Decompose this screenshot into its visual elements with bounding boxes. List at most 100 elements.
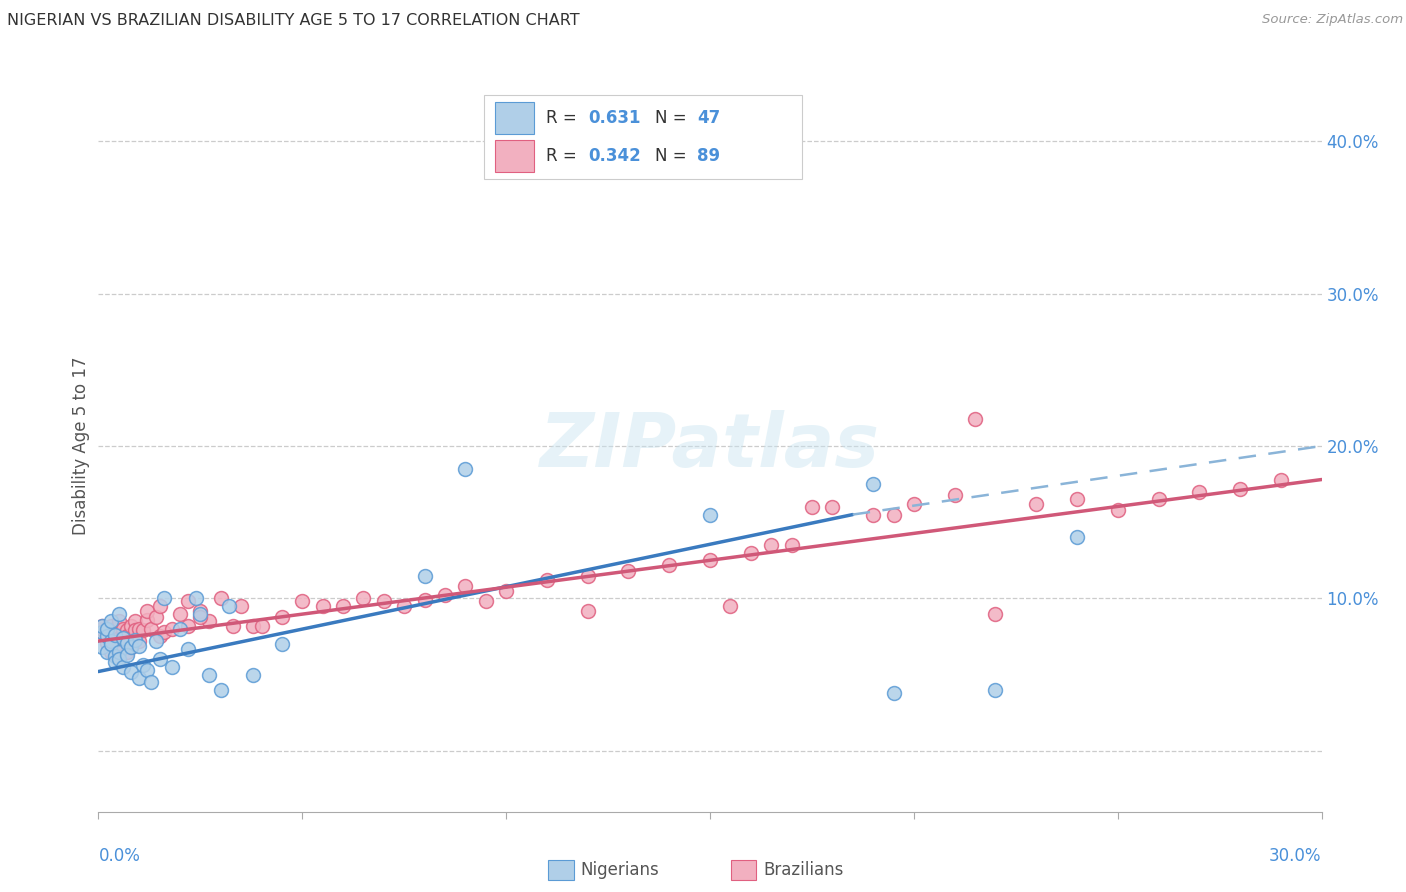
Point <box>149 652 172 666</box>
Point <box>124 624 146 638</box>
Point <box>197 614 219 628</box>
Text: R =: R = <box>546 109 582 127</box>
Point <box>91 619 114 633</box>
Text: 47: 47 <box>697 109 721 127</box>
Point <box>104 622 127 636</box>
Point <box>115 635 138 649</box>
Point <box>108 652 131 666</box>
Point <box>617 564 640 578</box>
Point <box>242 619 264 633</box>
Text: ZIPatlas: ZIPatlas <box>540 409 880 483</box>
Point <box>160 660 183 674</box>
Point <box>108 614 131 628</box>
Point <box>111 660 134 674</box>
Point <box>197 667 219 681</box>
Point <box>145 634 167 648</box>
Point <box>149 599 172 613</box>
Point <box>250 619 273 633</box>
Point <box>104 628 127 642</box>
Point <box>188 607 212 621</box>
Point <box>152 624 174 639</box>
Point <box>152 591 174 606</box>
Point <box>222 619 245 633</box>
Point <box>1147 492 1170 507</box>
Point <box>413 593 436 607</box>
Point <box>96 630 118 644</box>
Point <box>120 640 142 655</box>
Point <box>141 622 163 636</box>
Point <box>699 553 721 567</box>
Point <box>136 613 159 627</box>
Point <box>312 599 335 613</box>
Point <box>270 637 294 651</box>
Point <box>373 594 395 608</box>
Text: 89: 89 <box>697 147 720 165</box>
Point <box>209 591 232 606</box>
Point <box>124 614 146 628</box>
Point <box>1025 497 1047 511</box>
Point <box>128 639 150 653</box>
Point <box>332 599 354 613</box>
Point <box>218 599 240 613</box>
Point <box>96 630 118 644</box>
Point <box>984 682 1007 697</box>
Point <box>96 635 118 649</box>
Point <box>1066 530 1088 544</box>
Point <box>495 583 517 598</box>
Point <box>136 603 159 617</box>
Point <box>104 634 127 648</box>
Point <box>100 624 122 639</box>
Point <box>96 628 118 642</box>
Point <box>100 634 122 648</box>
Point <box>104 649 127 664</box>
Point <box>108 637 131 651</box>
Point <box>943 488 966 502</box>
Point <box>821 500 844 514</box>
Point <box>780 538 803 552</box>
Point <box>186 591 208 606</box>
Point <box>352 591 374 606</box>
Point <box>699 508 721 522</box>
Point <box>761 538 783 552</box>
Point <box>984 607 1007 621</box>
Point <box>903 497 925 511</box>
Point <box>96 624 118 638</box>
Point <box>104 628 127 642</box>
Point <box>128 671 150 685</box>
Point <box>169 607 191 621</box>
Point <box>536 573 558 587</box>
Point <box>91 624 114 639</box>
Point <box>108 645 131 659</box>
Text: 30.0%: 30.0% <box>1270 847 1322 865</box>
Point <box>160 622 183 636</box>
Point <box>177 619 200 633</box>
Text: N =: N = <box>655 109 692 127</box>
Point <box>100 645 122 659</box>
Point <box>100 634 122 648</box>
Point <box>965 411 987 425</box>
Text: NIGERIAN VS BRAZILIAN DISABILITY AGE 5 TO 17 CORRELATION CHART: NIGERIAN VS BRAZILIAN DISABILITY AGE 5 T… <box>7 13 579 29</box>
Point <box>1229 482 1251 496</box>
Point <box>96 645 118 659</box>
Point <box>128 634 150 648</box>
Point <box>115 624 138 638</box>
Point <box>100 637 122 651</box>
Point <box>111 632 134 647</box>
Point <box>104 656 127 670</box>
Point <box>576 568 599 582</box>
Point <box>720 599 742 613</box>
Point <box>91 624 114 639</box>
Point <box>141 675 163 690</box>
Point <box>91 622 114 636</box>
Point <box>576 603 599 617</box>
Point <box>1188 484 1211 499</box>
Point <box>108 607 131 621</box>
Point <box>96 622 118 636</box>
Point <box>270 609 294 624</box>
Point <box>115 645 138 659</box>
Point <box>454 579 477 593</box>
Text: 0.631: 0.631 <box>588 109 640 127</box>
Point <box>862 477 884 491</box>
Point <box>136 663 159 677</box>
Point <box>108 631 131 645</box>
